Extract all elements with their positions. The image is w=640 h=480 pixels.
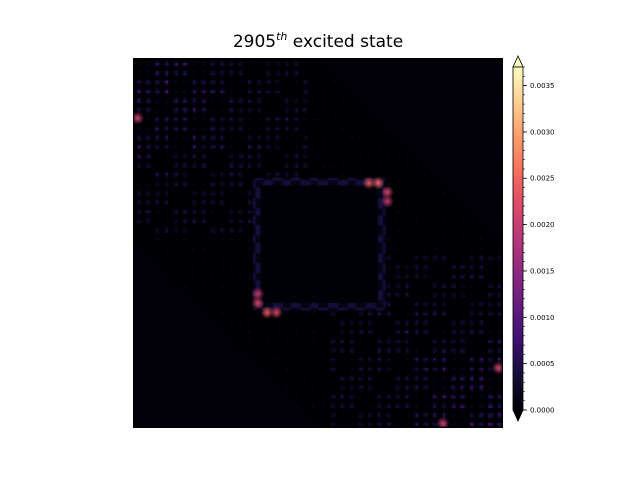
colorbar-tick-label: 0.0010: [530, 314, 555, 322]
colorbar-tick-label: 0.0000: [530, 407, 555, 415]
colorbar-tick-label: 0.0005: [530, 360, 555, 368]
colorbar-gradient: [512, 66, 524, 411]
colorbar-tick-label: 0.0030: [530, 128, 555, 136]
colorbar: 0.0000 0.0005 0.0010 0.0015 0.0020 0.0025 0.00…: [512, 55, 555, 422]
title-number: 2905: [232, 32, 277, 52]
colorbar-extend-max: [512, 55, 524, 68]
colorbar-extend-min: [512, 409, 524, 422]
title-superscript: th: [276, 30, 288, 43]
colorbar-tick-label: 0.0015: [530, 267, 555, 275]
heatmap-canvas: [133, 58, 503, 428]
colorbar-tick-label: 0.0035: [530, 82, 555, 90]
chart-title: 2905th excited state: [133, 30, 503, 52]
colorbar-tick-label: 0.0025: [530, 175, 555, 183]
colorbar-tick-label: 0.0020: [530, 221, 555, 229]
title-rest: excited state: [287, 32, 404, 52]
heatmap-plot: [133, 58, 503, 428]
